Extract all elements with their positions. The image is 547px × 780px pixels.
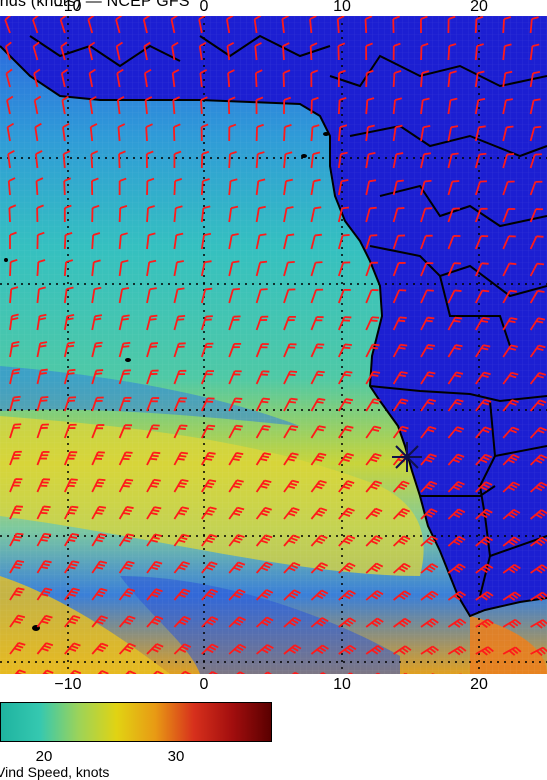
- bottom-tick-lon-0: 0: [200, 676, 209, 694]
- bottom-tick-lon-10: 10: [333, 676, 351, 694]
- bottom-tick-lon-minus10: −10: [54, 676, 81, 694]
- map-title: inds (knots) — NCEP GFS: [0, 0, 190, 11]
- colorbar-tick-30: 30: [168, 748, 185, 765]
- top-tick-lon-10: 10: [333, 0, 351, 16]
- wind-speed-colorbar: [0, 702, 272, 742]
- bottom-tick-lon-20: 20: [470, 676, 488, 694]
- top-tick-lon-20: 20: [470, 0, 488, 16]
- location-marker: [392, 442, 422, 472]
- top-tick-lon-minus10: −10: [54, 0, 81, 16]
- top-tick-lon-0: 0: [200, 0, 209, 16]
- wind-map[interactable]: [0, 16, 547, 674]
- colorbar-tick-20: 20: [36, 748, 53, 765]
